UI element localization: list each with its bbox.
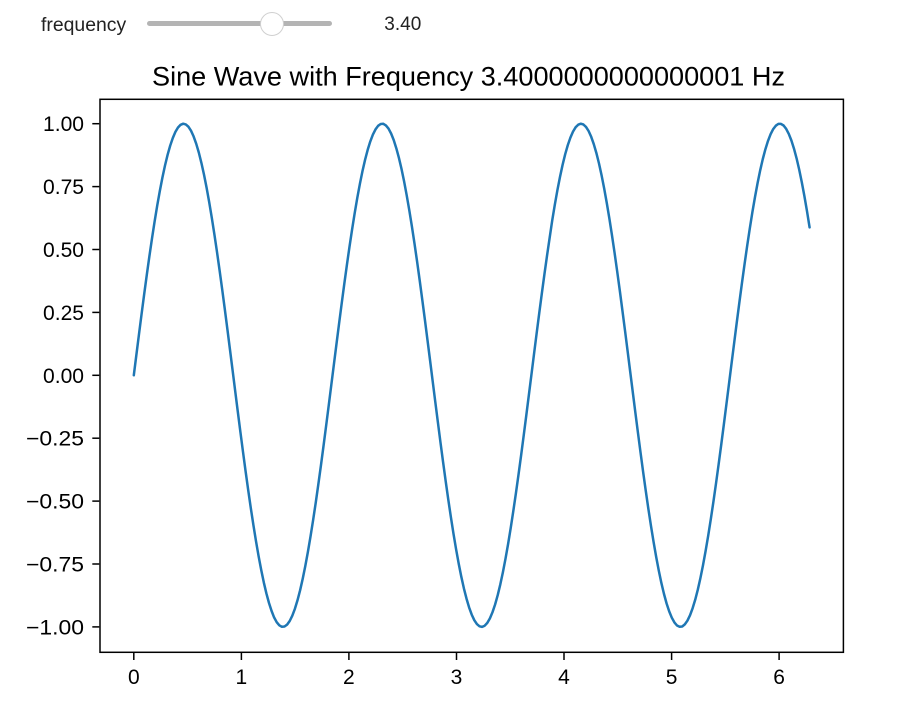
svg-text:−0.50: −0.50 xyxy=(26,491,84,514)
svg-text:−0.75: −0.75 xyxy=(26,554,84,577)
svg-text:5: 5 xyxy=(666,666,678,689)
svg-text:0.50: 0.50 xyxy=(43,239,84,262)
svg-text:0.75: 0.75 xyxy=(43,176,84,199)
svg-text:1: 1 xyxy=(236,666,248,689)
svg-text:4: 4 xyxy=(558,666,570,689)
svg-text:6: 6 xyxy=(773,666,785,689)
svg-text:2: 2 xyxy=(343,666,355,689)
svg-text:−1.00: −1.00 xyxy=(26,616,84,639)
svg-text:Sine Wave with Frequency 3.400: Sine Wave with Frequency 3.4000000000000… xyxy=(152,61,785,91)
svg-text:0.25: 0.25 xyxy=(43,302,84,325)
svg-text:3: 3 xyxy=(451,666,463,689)
svg-text:−0.25: −0.25 xyxy=(26,428,84,451)
svg-text:0: 0 xyxy=(128,666,140,689)
svg-text:1.00: 1.00 xyxy=(43,113,84,136)
svg-text:0.00: 0.00 xyxy=(43,365,84,388)
